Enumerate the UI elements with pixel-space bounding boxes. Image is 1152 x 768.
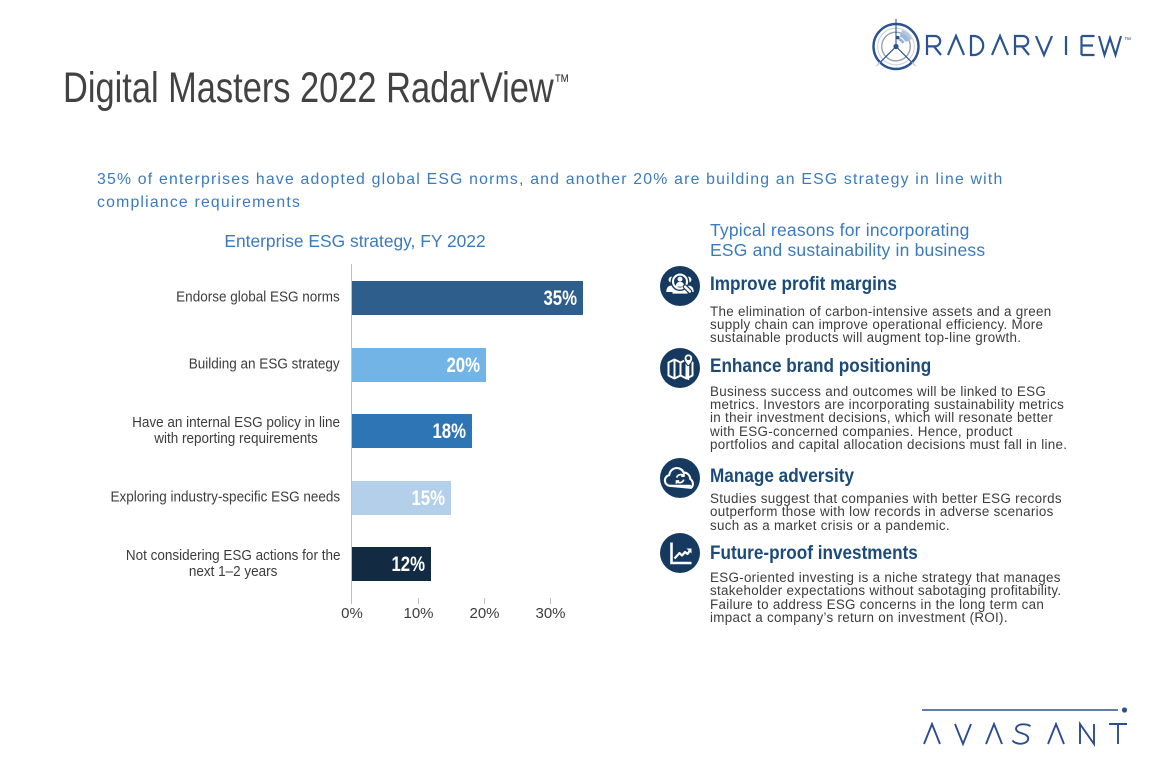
svg-text:™: ™	[1124, 37, 1131, 44]
